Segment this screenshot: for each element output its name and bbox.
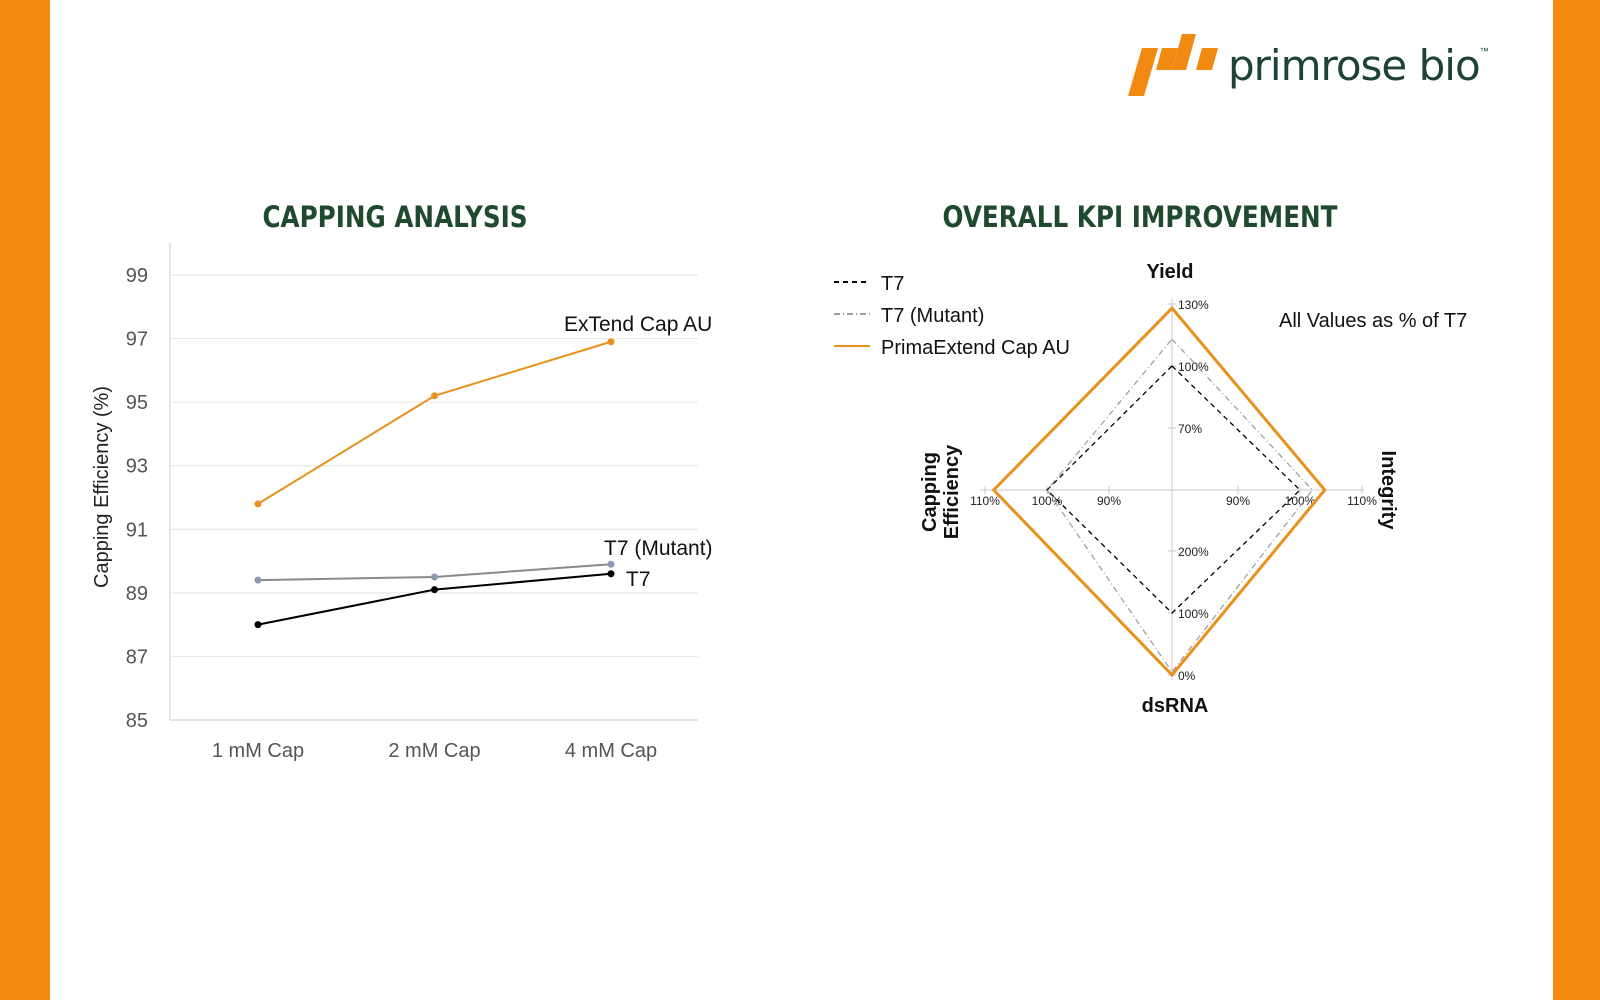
trademark: ™ [1479,46,1489,56]
radar-tick-label: 110% [1347,494,1377,508]
data-point [607,570,615,578]
radar-tick-label: 110% [970,494,1000,508]
kpi-chart-title: OVERALL KPI IMPROVEMENT [942,200,1338,234]
annotation-text: All Values as % of T7 [1279,310,1467,332]
radar-tick-label: 70% [1178,422,1202,436]
radar-series-t7 [1046,365,1301,614]
radar-tick-label: 90% [1097,494,1121,508]
series-label: T7 [626,568,651,591]
right-accent-bar [1553,0,1600,1000]
data-point [431,573,438,581]
data-point [431,586,438,594]
axis-name-integrity: Integrity [1377,451,1399,531]
radar-tick-label: 0% [1178,669,1196,683]
radar-tick-label: 100% [1178,607,1209,621]
legend-label: T7 (Mutant) [881,305,984,327]
y-tick-label: 95 [126,392,148,414]
x-tick-label: 2 mM Cap [388,740,480,762]
radar-tick-label: 90% [1226,494,1250,508]
brand-name: primrose bio [1228,40,1481,90]
data-point [607,560,615,568]
legend-label: T7 [881,273,904,295]
series-line [257,572,612,626]
logo-mark-icon [1128,34,1218,96]
radar-series-t7-mutant- [1046,338,1314,674]
capping-line-chart: 85 87 89 91 93 95 97 99 1 mM Cap 2 mM Cap 4 mM Cap… [91,243,713,762]
axis-name-efficiency: Efficiency [941,444,963,539]
y-tick-label: 91 [126,519,148,541]
x-tick-label: 4 mM Cap [565,740,657,762]
radar-tick-label: 100% [1032,494,1063,508]
x-tick-label: 1 mM Cap [212,740,304,762]
radar-series-primaextend-cap-au [991,305,1327,678]
radar-tick-label: 200% [1178,545,1209,559]
radar-tick-label: 100% [1285,494,1316,508]
axis-name-dsrna: dsRNA [1142,695,1209,717]
legend-label: PrimaExtend Cap AU [881,337,1070,359]
y-tick-label: 87 [126,646,148,668]
axis-name-capping: Capping [919,452,941,532]
kpi-radar-chart: 70%100%130%90% 100% 110%200%100%0%90%100%1… [834,261,1467,717]
y-tick-label: 93 [126,456,148,478]
y-tick-label: 99 [126,265,148,287]
y-tick-label: 89 [126,583,148,605]
primrose-bio-logo: primrose bio ™ [1128,32,1489,98]
y-axis-label: Capping Efficiency (%) [91,386,113,588]
radar-tick-label: 130% [1178,298,1209,312]
axis-name-yield: Yield [1146,261,1193,283]
data-point [254,576,262,584]
data-point [254,621,262,629]
y-tick-label: 85 [126,710,148,732]
series-label: T7 (Mutant) [604,537,713,560]
capping-chart-title: CAPPING ANALYSIS [262,200,528,234]
y-tick-label: 97 [126,329,148,351]
left-accent-bar [0,0,50,1000]
series-line [257,340,612,505]
series-label: ExTend Cap AU [564,313,712,336]
data-point [254,500,262,508]
data-point [607,338,615,346]
data-point [431,392,438,400]
